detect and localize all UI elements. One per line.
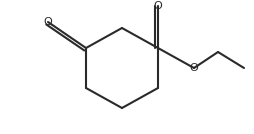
Text: O: O (154, 1, 162, 11)
Text: O: O (44, 17, 52, 27)
Text: O: O (190, 63, 198, 73)
